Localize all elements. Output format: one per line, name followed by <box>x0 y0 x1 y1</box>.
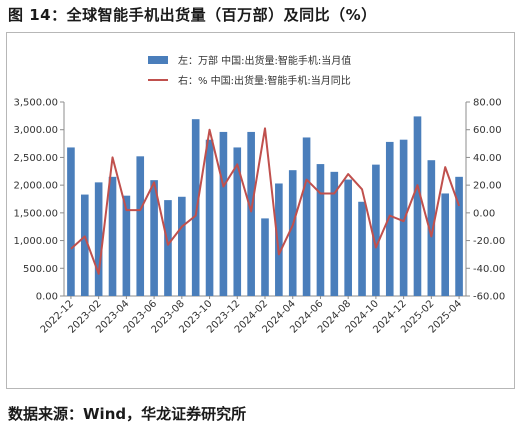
bar-2022-12 <box>67 147 75 296</box>
left-tick-label: 2,000.00 <box>13 181 58 192</box>
right-tick-label: -20.00 <box>473 236 505 247</box>
bar-2024-05 <box>302 137 311 296</box>
bar-2025-04 <box>455 176 463 296</box>
left-tick-label: 1,500.00 <box>13 208 58 219</box>
bar-2024-04 <box>288 170 297 296</box>
left-tick-label: 500.00 <box>23 264 58 275</box>
bar-2025-03 <box>441 193 450 296</box>
bar-2023-02 <box>94 182 103 296</box>
bar-2023-01 <box>80 194 89 296</box>
bar-2023-10 <box>205 139 214 296</box>
bar-2024-02 <box>261 218 269 296</box>
bar-2024-10 <box>372 164 380 296</box>
bar-2023-09 <box>191 119 200 297</box>
left-tick-label: 1,000.00 <box>13 236 58 247</box>
right-tick-label: -40.00 <box>473 264 505 275</box>
bar-2023-06 <box>150 180 158 296</box>
bar-2025-01 <box>413 116 422 296</box>
bar-2023-08 <box>178 196 186 296</box>
left-tick-label: 0.00 <box>36 292 58 303</box>
left-tick-label: 2,500.00 <box>13 153 58 164</box>
left-tick-label: 3,500.00 <box>13 98 58 109</box>
bar-2023-11 <box>219 131 228 296</box>
chart-frame <box>6 32 515 389</box>
bar-2023-13 <box>247 131 255 296</box>
source-note: 数据来源：Wind，华龙证券研究所 <box>8 405 247 423</box>
left-tick-label: 3,000.00 <box>13 125 58 136</box>
right-tick-label: 20.00 <box>473 181 502 192</box>
bar-2024-03 <box>275 183 283 296</box>
bar-2023-12 <box>233 147 242 296</box>
bar-2024-11 <box>385 141 394 296</box>
bar-2025-02 <box>427 160 436 296</box>
chart-title: 图 14：全球智能手机出货量（百万部）及同比（%） <box>8 6 377 24</box>
yoy-line <box>70 127 461 275</box>
right-tick-label: -60.00 <box>473 292 505 303</box>
bar-2024-12 <box>399 139 408 296</box>
bar-2023-05 <box>136 156 145 296</box>
legend-line-label: 右：% 中国:出货量:智能手机:当月同比 <box>178 74 351 87</box>
legend-bar-label: 左：万部 中国:出货量:智能手机:当月值 <box>178 54 351 67</box>
bar-2024-08 <box>344 179 352 296</box>
bar-2023-07 <box>164 200 172 296</box>
bar-2024-09 <box>358 201 366 296</box>
right-tick-label: 60.00 <box>473 125 502 136</box>
right-tick-label: 40.00 <box>473 153 502 164</box>
legend-bar-swatch <box>148 56 168 64</box>
bar-2024-06 <box>316 164 325 296</box>
bar-2023-04 <box>122 195 131 296</box>
right-tick-label: 80.00 <box>473 98 502 109</box>
bar-2023-03 <box>108 176 117 296</box>
right-tick-label: 0.00 <box>473 208 495 219</box>
bar-2024-07 <box>330 171 339 296</box>
